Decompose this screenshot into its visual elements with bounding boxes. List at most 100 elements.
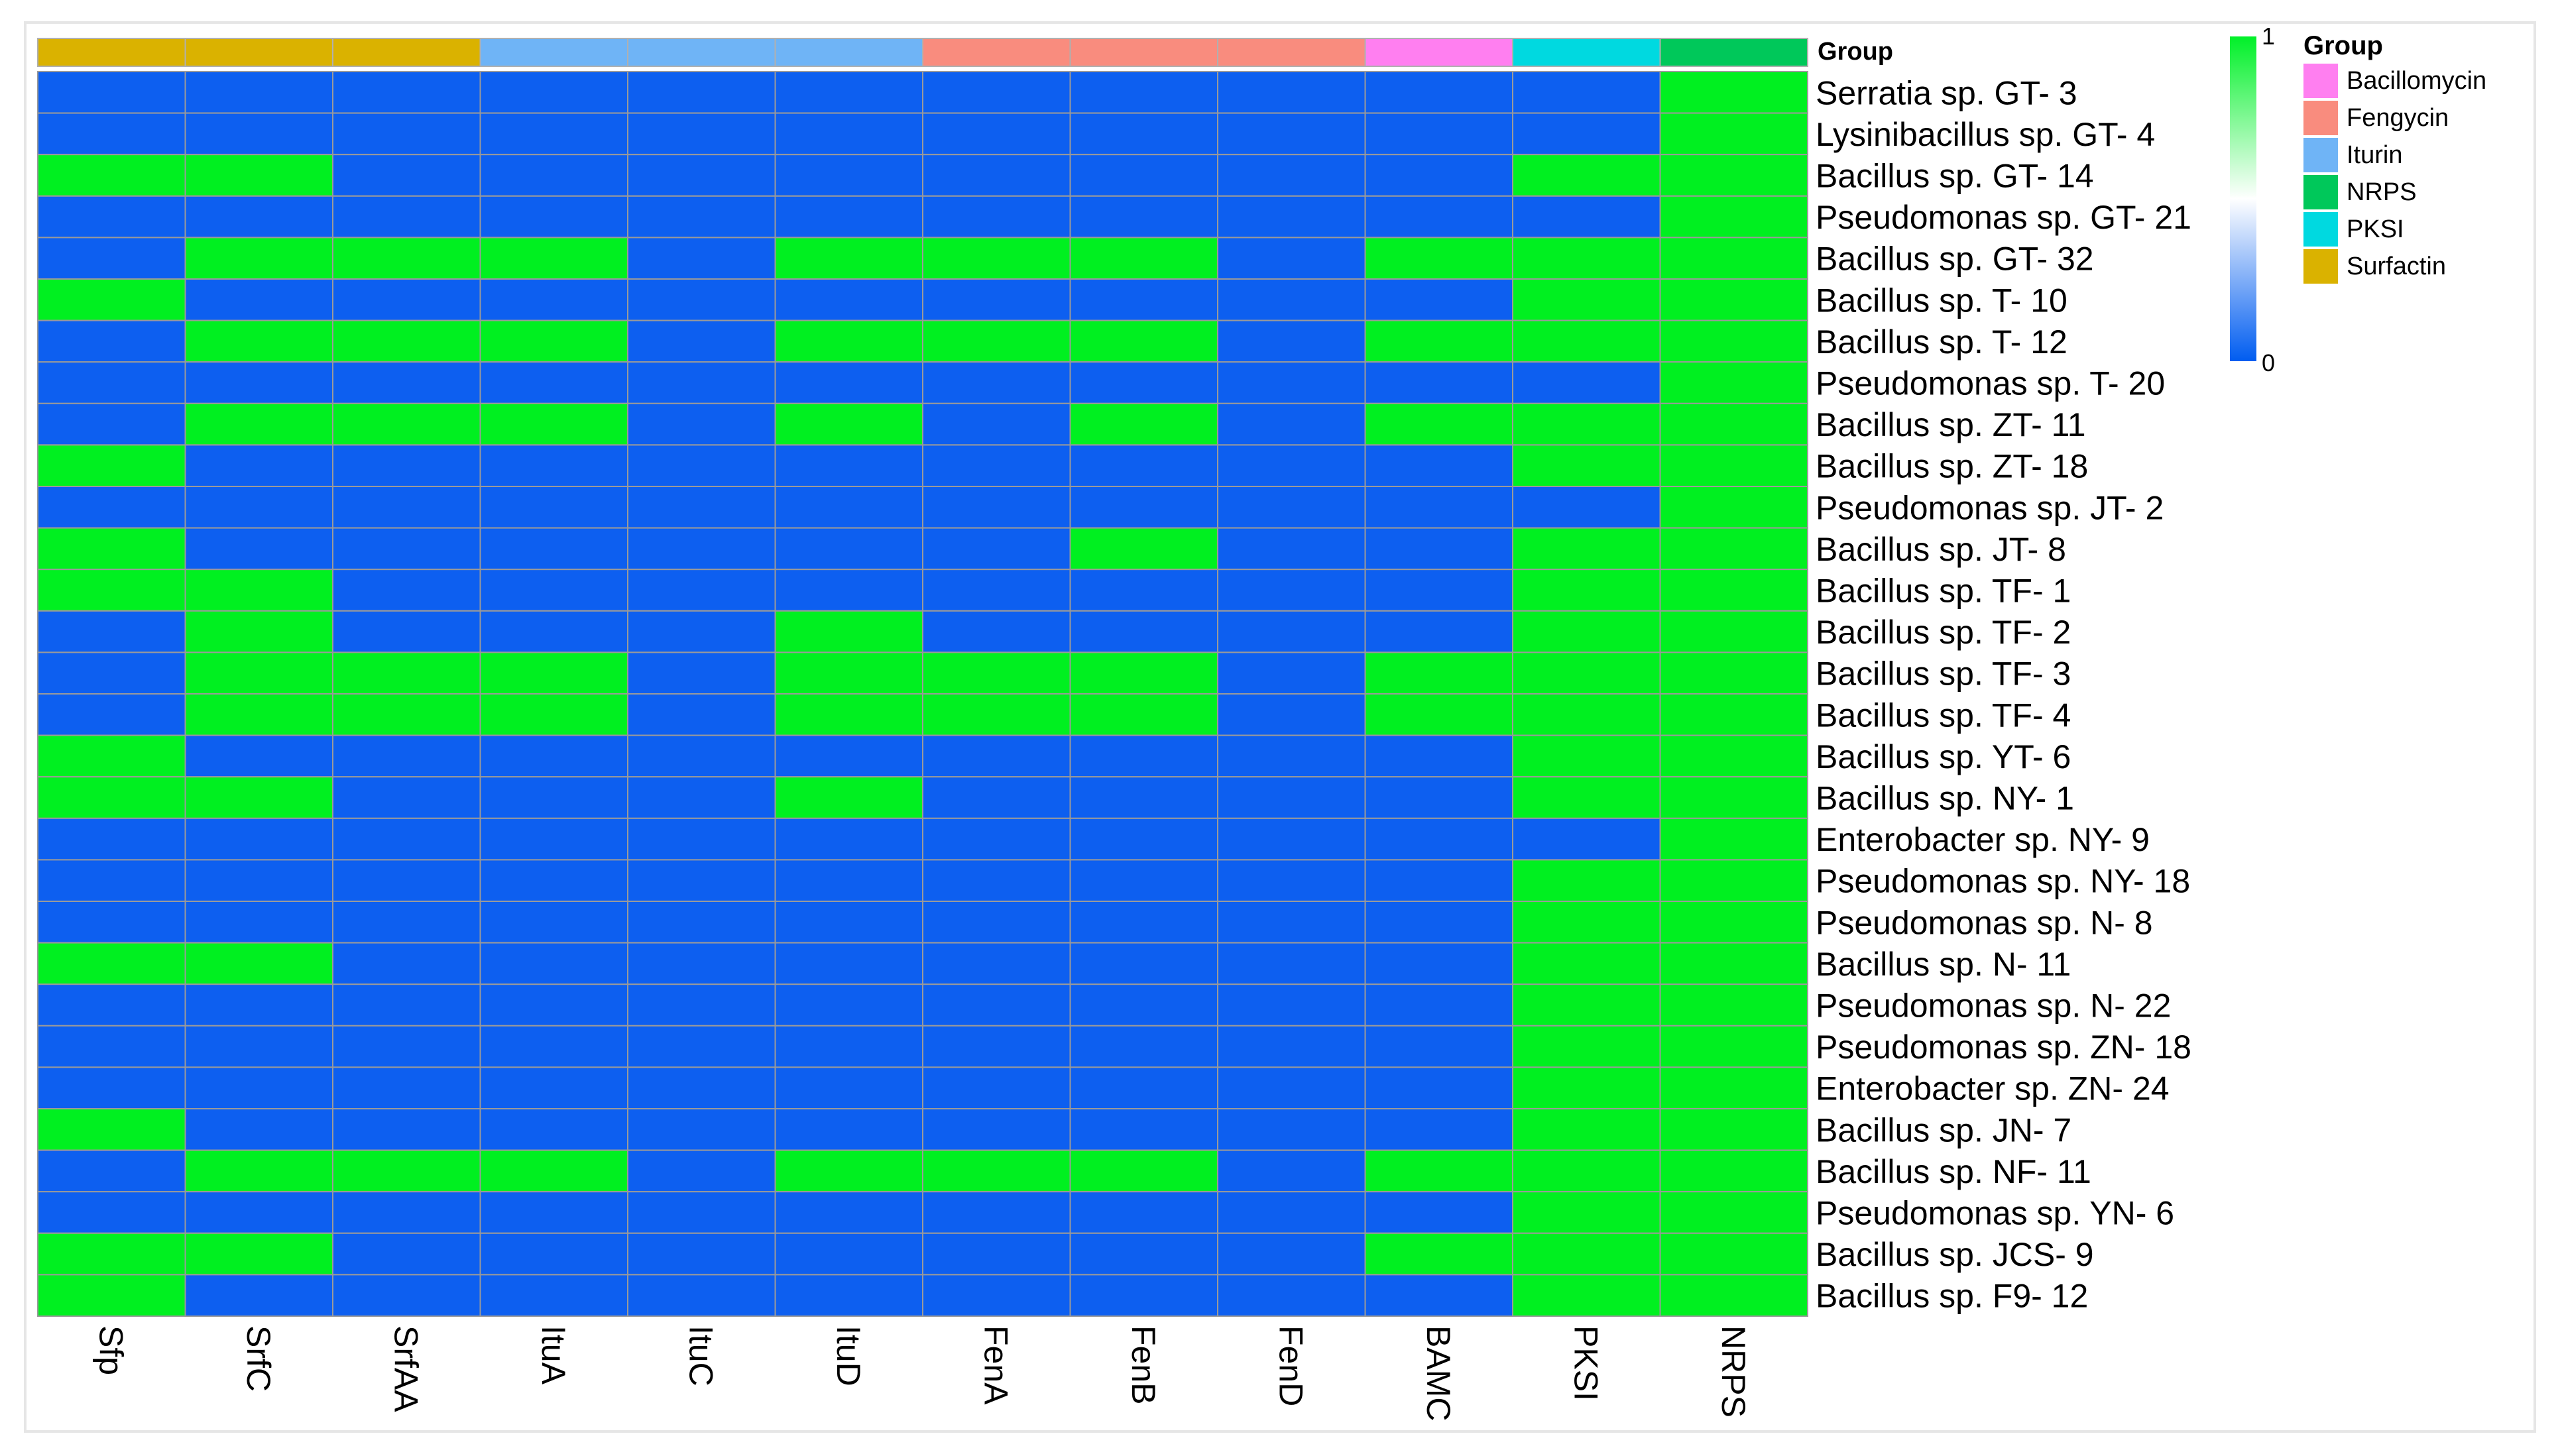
heatmap-cell [627,859,776,903]
row-label: Bacillus sp. YT- 6 [1816,738,2071,775]
row-label: Bacillus sp. NF- 11 [1816,1153,2091,1190]
heatmap-cell [922,112,1071,156]
row-label: Bacillus sp. GT- 14 [1816,158,2094,195]
heatmap-cell [184,237,333,280]
heatmap-cell [184,1149,333,1193]
heatmap-cell [1659,859,1808,903]
heatmap-cell [1217,195,1366,239]
heatmap-cell [479,817,628,861]
heatmap-cell [922,402,1071,446]
colorbar: 1 0 [2230,23,2275,376]
row-label: Bacillus sp. T- 10 [1816,282,2067,319]
column-label: ItuA [535,1325,572,1385]
legend-swatch [2303,138,2338,172]
heatmap-cell [1069,693,1218,736]
heatmap-cell [1364,942,1513,985]
heatmap-cell [1069,486,1218,529]
heatmap-cell [1364,651,1513,695]
row-label: Pseudomonas sp. YN- 6 [1816,1195,2174,1232]
heatmap-cell [332,693,481,736]
group-annotation-header: Group [1818,38,1893,66]
row-labels: Serratia sp. GT- 3 Lysinibacillus sp. GT-… [1816,74,2191,1314]
heatmap-cell [37,693,186,736]
heatmap-cell [627,112,776,156]
heatmap-cell [1659,486,1808,529]
heatmap-cell [1364,859,1513,903]
heatmap-cell [1512,527,1661,571]
heatmap-cell [184,1066,333,1110]
heatmap-cell [1217,651,1366,695]
heatmap-cell [1659,444,1808,488]
heatmap-cell [1364,444,1513,488]
heatmap-cell [184,319,333,363]
heatmap-cell [37,278,186,321]
heatmap-cell [1217,569,1366,612]
colorbar-max-label: 1 [2262,23,2275,50]
row-label: Serratia sp. GT- 3 [1816,74,2077,111]
heatmap-cell [774,1274,923,1317]
heatmap-cell [332,1274,481,1317]
heatmap-cell [1217,610,1366,653]
heatmap-cell [1069,195,1218,239]
heatmap-cell [1659,983,1808,1027]
group-bar-cell [332,38,481,67]
heatmap-cell [627,1191,776,1234]
heatmap-cell [922,154,1071,197]
column-label: ItuD [830,1325,867,1386]
heatmap-cell [1364,1232,1513,1276]
row-label: Bacillus sp. GT- 32 [1816,241,2094,278]
heatmap-cell [774,983,923,1027]
heatmap-cell [1512,402,1661,446]
heatmap-cell [774,859,923,903]
heatmap-cell [332,319,481,363]
row-label: Bacillus sp. JCS- 9 [1816,1236,2094,1273]
heatmap-cell [479,527,628,571]
heatmap-cell [332,610,481,653]
heatmap-cell [1069,817,1218,861]
heatmap-cell [37,901,186,944]
heatmap-cell [774,1191,923,1234]
heatmap-cell [1069,278,1218,321]
heatmap-cell [479,1108,628,1151]
heatmap-cell [332,1066,481,1110]
heatmap-cell [627,319,776,363]
heatmap-cell [332,651,481,695]
heatmap-cell [37,237,186,280]
heatmap-cell [627,444,776,488]
legend-item-label: Bacillomycin [2347,67,2486,95]
heatmap-cell [627,651,776,695]
heatmap-cell [1364,983,1513,1027]
heatmap-cell [774,278,923,321]
heatmap-cell [1364,1108,1513,1151]
heatmap-cell [1069,983,1218,1027]
heatmap-cell [922,610,1071,653]
heatmap-cell [1512,983,1661,1027]
heatmap-cell [37,651,186,695]
heatmap-cell [922,693,1071,736]
row-label: Lysinibacillus sp. GT- 4 [1816,116,2155,153]
heatmap-cell [1659,71,1808,114]
heatmap-cell [1069,527,1218,571]
heatmap-cell [332,278,481,321]
heatmap-cell [1217,817,1366,861]
heatmap-cell [627,486,776,529]
heatmap-cell [627,1066,776,1110]
heatmap-cell [184,1191,333,1234]
heatmap-cell [1659,361,1808,404]
heatmap-cell [922,942,1071,985]
heatmap-cell [1659,1274,1808,1317]
heatmap-cell [1217,1108,1366,1151]
heatmap-cell [1069,237,1218,280]
heatmap-cell [184,527,333,571]
heatmap-cell [1512,1066,1661,1110]
heatmap-cell [479,1025,628,1068]
heatmap-cell [184,1232,333,1276]
heatmap-cell [332,1108,481,1151]
heatmap-cell [479,942,628,985]
heatmap-cell [37,1025,186,1068]
heatmap-cell [1217,527,1366,571]
heatmap-cell [184,569,333,612]
heatmap-cell [1069,1108,1218,1151]
heatmap-cell [1659,942,1808,985]
